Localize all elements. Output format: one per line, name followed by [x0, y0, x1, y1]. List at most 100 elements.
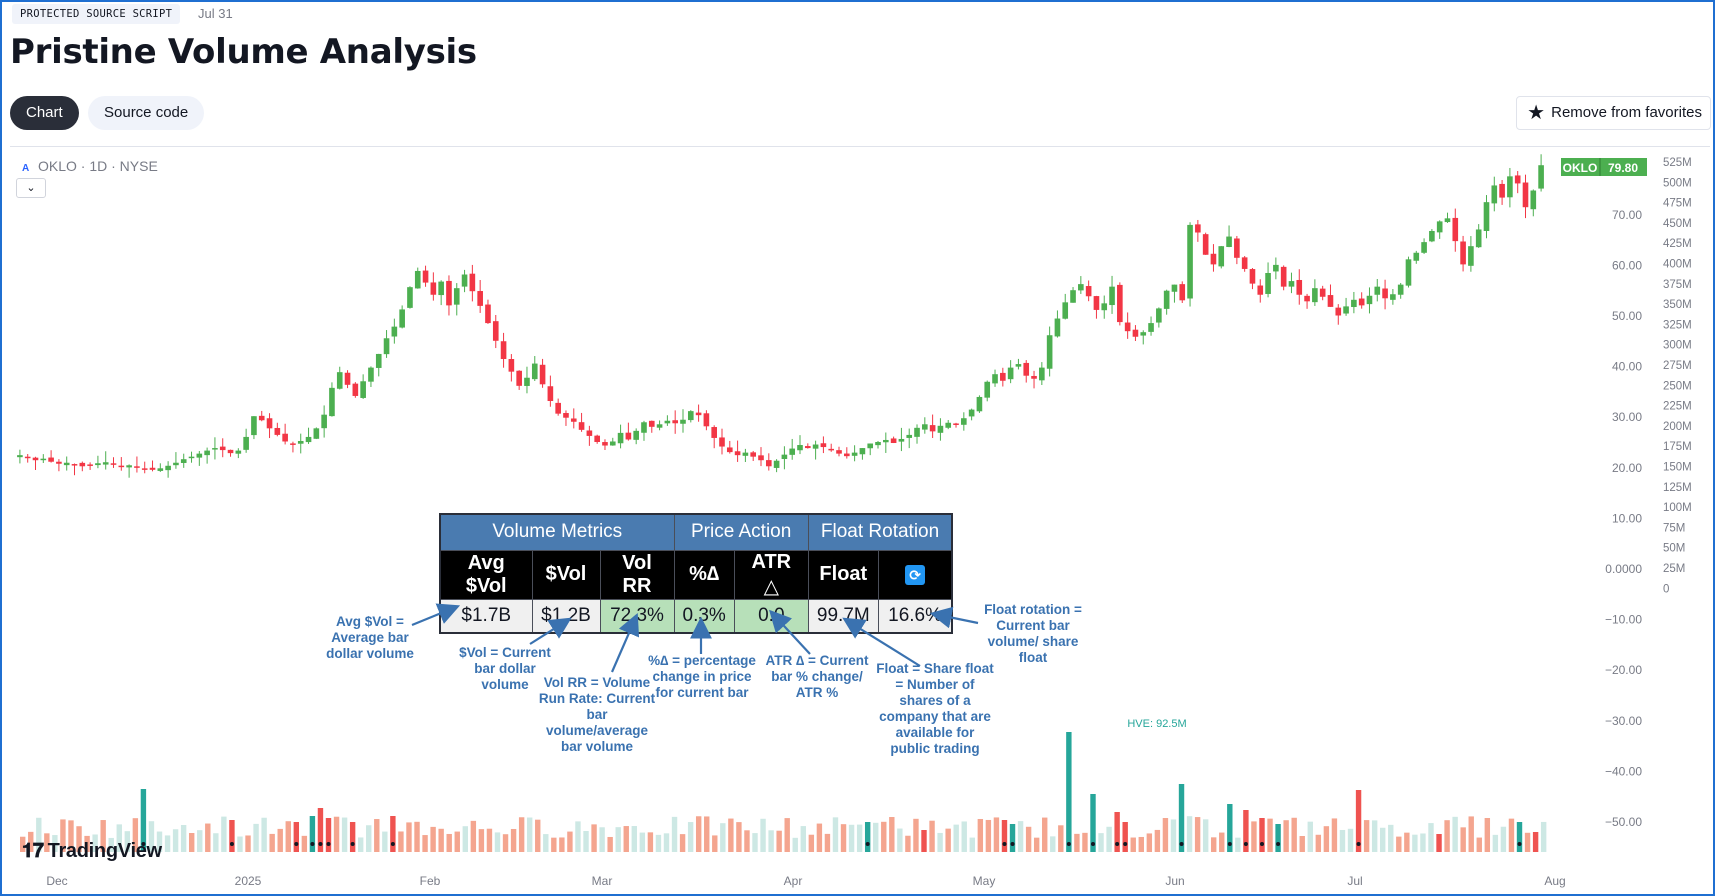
volume-bar [60, 819, 66, 852]
chevron-down-icon[interactable]: ⌄ [16, 178, 46, 198]
volume-bar [993, 817, 1000, 852]
exchange-logo-icon: A [22, 163, 30, 174]
candle [875, 441, 881, 449]
tab-chart[interactable]: Chart [10, 96, 79, 130]
volume-dot [310, 842, 315, 846]
candle-body [352, 383, 359, 396]
candle [609, 437, 616, 446]
candle [1312, 279, 1318, 306]
price-tick: −20.00 [1605, 663, 1642, 677]
candle [648, 420, 655, 433]
candle [547, 375, 554, 407]
candle-body [79, 462, 86, 467]
candle-body [945, 422, 952, 428]
volume-bar [1540, 821, 1547, 852]
volume-bar [905, 835, 911, 852]
candle [235, 448, 242, 459]
candle-body [446, 280, 452, 306]
remove-from-favorites-button[interactable]: ★ Remove from favorites [1516, 96, 1711, 130]
candle-body [1078, 284, 1084, 291]
volume-tick: 250M [1663, 380, 1692, 392]
volume-bar [583, 831, 589, 852]
volume-bar [1436, 834, 1442, 852]
volume-bar [20, 836, 26, 852]
volume-bar [156, 831, 163, 852]
volume-tick: 425M [1663, 238, 1692, 250]
time-tick: Apr [784, 874, 803, 888]
volume-bar [28, 831, 34, 852]
candle [1163, 289, 1170, 315]
candle [1202, 232, 1209, 255]
candle-body [1031, 375, 1037, 379]
volume-bar [720, 823, 726, 852]
candle [407, 286, 413, 309]
candle [976, 395, 983, 413]
candle-body [1288, 281, 1295, 287]
candle [695, 404, 702, 422]
candle [672, 410, 678, 434]
volume-bar [1275, 824, 1281, 852]
volume-bar [237, 836, 243, 852]
candle-body [63, 462, 70, 466]
symbol-line[interactable]: A OKLO · 1D · NYSE [22, 158, 158, 175]
refresh-icon[interactable]: ⟳ [905, 565, 926, 585]
candle [1288, 272, 1295, 294]
volume-bar [969, 837, 975, 852]
volume-bar [631, 826, 637, 852]
candle-body [87, 464, 93, 466]
candle [578, 412, 585, 432]
candle [539, 358, 546, 388]
candle [180, 453, 187, 468]
volume-bar [1235, 837, 1241, 852]
col-refresh[interactable]: ⟳ [877, 549, 953, 600]
candle-body [695, 412, 702, 416]
candle-body [165, 465, 171, 471]
candle [641, 420, 647, 441]
volume-bar [1178, 784, 1185, 852]
volume-bar [221, 816, 227, 852]
volume-tick: 500M [1663, 177, 1692, 189]
candle-body [1405, 259, 1412, 286]
candle [40, 454, 47, 464]
candle-layer [17, 154, 1544, 478]
candle [797, 435, 803, 455]
tab-source-code[interactable]: Source code [88, 96, 205, 130]
val-vol-rr: 72.3% [599, 598, 675, 634]
candle [516, 370, 522, 390]
candle-body [1140, 332, 1147, 336]
star-icon: ★ [1527, 102, 1546, 124]
volume-bar [535, 819, 541, 852]
volume-bar [1380, 827, 1386, 852]
volume-bar [615, 827, 621, 852]
candle-body [1046, 335, 1053, 369]
candle [1085, 280, 1092, 302]
candle-body [1413, 252, 1420, 261]
candle [461, 269, 468, 293]
candle-body [149, 467, 156, 470]
candle-body [305, 436, 312, 443]
candle [1374, 279, 1381, 302]
volume-bar [856, 824, 863, 852]
volume-bar [1243, 810, 1249, 852]
volume-bar [148, 821, 155, 852]
candle [196, 450, 203, 466]
volume-bar [1396, 836, 1402, 852]
volume-bar [1025, 826, 1032, 852]
volume-tick: 175M [1663, 441, 1692, 453]
volume-bar [357, 837, 364, 852]
candle [570, 408, 577, 429]
volume-bar [623, 826, 629, 852]
note-atr-change: ATR ∆ = Current bar % change/ ATR % [765, 653, 869, 700]
candle-body [703, 413, 710, 427]
candle-body [1023, 362, 1030, 376]
candle [820, 436, 827, 454]
candle-body [180, 459, 187, 463]
volume-bar [76, 826, 82, 852]
candle-body [173, 462, 179, 466]
volume-dot [229, 842, 234, 846]
volume-bar [502, 834, 509, 852]
price-tick: 0.0000 [1605, 562, 1642, 576]
tradingview-logo[interactable]: 𝟏𝟕 TradingView [22, 838, 162, 863]
